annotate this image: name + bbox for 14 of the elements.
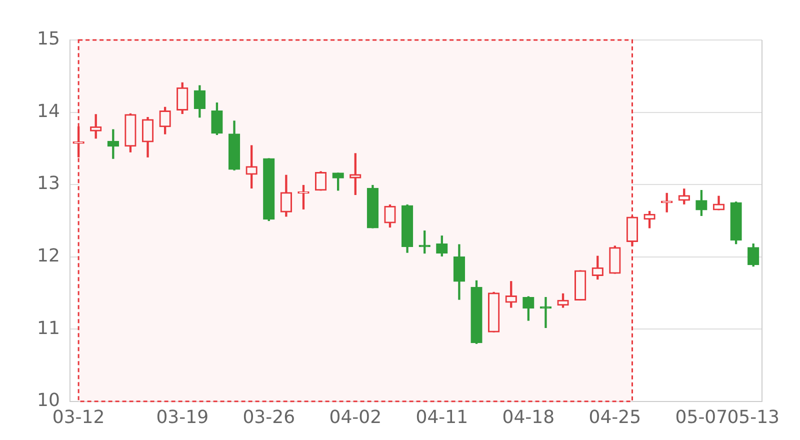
y-tick-label: 12 bbox=[37, 246, 60, 267]
x-tick-label: 03-19 bbox=[156, 406, 209, 428]
x-tick-label: 03-26 bbox=[242, 406, 296, 428]
y-tick-label: 13 bbox=[37, 173, 60, 194]
y-tick-label: 14 bbox=[37, 100, 60, 122]
x-tick-label: 05-13 bbox=[727, 406, 780, 428]
y-tick-label: 11 bbox=[37, 318, 60, 339]
x-tick-label: 05-07 bbox=[675, 406, 728, 428]
x-tick-label: 04-25 bbox=[588, 406, 642, 428]
x-tick-label: 04-18 bbox=[502, 406, 555, 428]
x-tick-label: 04-02 bbox=[329, 406, 382, 428]
x-tick-label: 04-11 bbox=[416, 406, 468, 428]
x-tick-label: 03-12 bbox=[52, 406, 105, 428]
y-tick-label: 15 bbox=[37, 28, 60, 50]
